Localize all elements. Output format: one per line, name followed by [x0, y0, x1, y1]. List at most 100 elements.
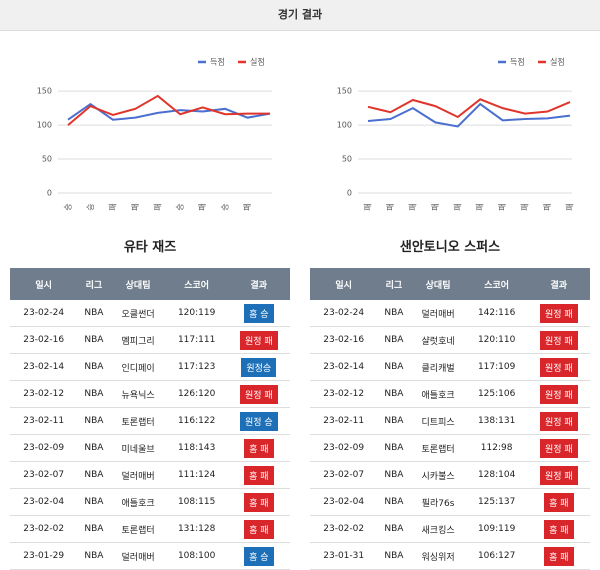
- cell: 106:127: [465, 542, 528, 570]
- y-tick-label: 0: [347, 189, 352, 198]
- cell: 128:104: [465, 461, 528, 489]
- legend-label: 실점: [550, 57, 565, 67]
- cell: 131:128: [165, 515, 228, 543]
- line-series: [367, 98, 571, 119]
- cell: 원정 패: [527, 461, 590, 489]
- cell: 미네울브: [110, 434, 166, 462]
- cell: 홈 패: [227, 515, 290, 543]
- cell: 디트피스: [410, 407, 466, 435]
- cell: 23-02-02: [10, 515, 78, 543]
- cell: 23-02-11: [10, 407, 78, 435]
- cell: 홈 패: [227, 461, 290, 489]
- table-row: 23-02-04 NBA 필라76s 125:137 홈 패: [310, 488, 590, 516]
- cell: 홈 패: [527, 488, 590, 516]
- x-tick-label: 패: [130, 203, 140, 210]
- cell: 120:119: [165, 300, 228, 327]
- table-row: 23-01-31 NBA 워싱위저 106:127 홈 패: [310, 542, 590, 570]
- cell: 덜러매버: [110, 542, 166, 570]
- result-badge: 원정 패: [539, 303, 578, 323]
- cell: NBA: [77, 515, 111, 543]
- cell: NBA: [77, 461, 111, 489]
- column-header: 리그: [77, 268, 111, 300]
- x-tick-label: 패: [430, 203, 440, 210]
- cell: 23-02-16: [10, 326, 78, 354]
- column-header: 결과: [527, 268, 590, 300]
- result-badge: 원정 패: [239, 330, 278, 350]
- cell: 23-02-09: [10, 434, 78, 462]
- cell: 원정 패: [527, 380, 590, 408]
- cell: 인디페이: [110, 353, 166, 381]
- cell: 홈 패: [227, 434, 290, 462]
- legend-label: 득점: [210, 57, 225, 67]
- result-badge: 홈 패: [544, 546, 574, 566]
- x-tick-label: 패: [452, 203, 462, 210]
- table-row: 23-02-11 NBA 토론랩터 116:122 원정 승: [10, 407, 290, 435]
- header-row: 일시 리그 상대팀 스코어 결과: [10, 268, 290, 300]
- result-badge: 홈 패: [544, 492, 574, 512]
- legend-label: 실점: [250, 57, 265, 67]
- cell: 23-02-11: [310, 407, 378, 435]
- cell: 125:137: [465, 488, 528, 516]
- cell: 111:124: [165, 461, 228, 489]
- column-header: 일시: [310, 268, 378, 300]
- x-tick-label: 승: [221, 203, 230, 210]
- cell: 23-02-07: [10, 461, 78, 489]
- cell: 108:100: [165, 542, 228, 570]
- cell: 워싱위저: [410, 542, 466, 570]
- table-row: 23-02-02 NBA 토론랩터 131:128 홈 패: [10, 515, 290, 543]
- table-row: 23-02-12 NBA 애틀호크 125:106 원정 패: [310, 380, 590, 408]
- table-row: 23-02-02 NBA 새크킹스 109:119 홈 패: [310, 515, 590, 543]
- line-series: [367, 102, 571, 128]
- line-series: [67, 94, 270, 126]
- cell: 필라76s: [410, 488, 466, 516]
- result-badge: 원정 패: [239, 384, 278, 404]
- column-header: 스코어: [465, 268, 528, 300]
- column-header: 상대팀: [410, 268, 466, 300]
- cell: NBA: [377, 488, 411, 516]
- cell: 덜러매버: [410, 300, 466, 327]
- cell: 원정 패: [527, 407, 590, 435]
- x-tick-label: 패: [475, 203, 485, 210]
- cell: 126:120: [165, 380, 228, 408]
- charts: 0 50 100 150 승 승 패 패 패 승 패 승 패 득점 실점 0 50 100 150 패 패 패 패 패 패 패 패 패…: [37, 57, 575, 211]
- table-row: 23-02-14 NBA 클리캐벌 117:109 원정 패: [310, 353, 590, 381]
- y-tick-label: 150: [37, 87, 52, 96]
- cell: 멤피그리: [110, 326, 166, 354]
- cell: 125:106: [465, 380, 528, 408]
- cell: NBA: [77, 326, 111, 354]
- result-badge: 홈 패: [544, 519, 574, 539]
- y-tick-label: 50: [42, 155, 52, 164]
- column-header: 결과: [227, 268, 290, 300]
- header-title: 경기 결과: [0, 0, 600, 31]
- line-series: [67, 102, 271, 121]
- cell: 117:109: [465, 353, 528, 381]
- cell: NBA: [77, 300, 111, 327]
- cell: 홈 패: [227, 488, 290, 516]
- result-badge: 원정 승: [239, 411, 278, 431]
- cell: 클리캐벌: [410, 353, 466, 381]
- table-row: 23-02-14 NBA 인디페이 117:123 원정승: [10, 353, 290, 381]
- result-badge: 홈 패: [244, 465, 274, 485]
- cell: NBA: [77, 353, 111, 381]
- cell: 109:119: [465, 515, 528, 543]
- y-tick-label: 100: [337, 121, 352, 130]
- cell: NBA: [377, 515, 411, 543]
- table-row: 23-02-24 NBA 덜러매버 142:116 원정 패: [310, 300, 590, 327]
- table-row: 23-01-29 NBA 덜러매버 108:100 홈 승: [10, 542, 290, 570]
- cell: NBA: [77, 542, 111, 570]
- x-tick-label: 패: [363, 203, 373, 210]
- result-badge: 홈 패: [244, 438, 274, 458]
- x-tick-label: 패: [565, 203, 575, 210]
- cell: 23-02-16: [310, 326, 378, 354]
- cell: 138:131: [465, 407, 528, 435]
- cell: 덜러매버: [110, 461, 166, 489]
- cell: 원정승: [227, 353, 290, 381]
- cell: 새크킹스: [410, 515, 466, 543]
- cell: 23-02-02: [310, 515, 378, 543]
- cell: 홈 승: [227, 300, 290, 327]
- x-tick-label: 패: [497, 203, 507, 210]
- x-tick-label: 승: [176, 203, 185, 210]
- cell: 뉴욕닉스: [110, 380, 166, 408]
- y-tick-label: 50: [342, 155, 352, 164]
- cell: 원정 패: [527, 300, 590, 327]
